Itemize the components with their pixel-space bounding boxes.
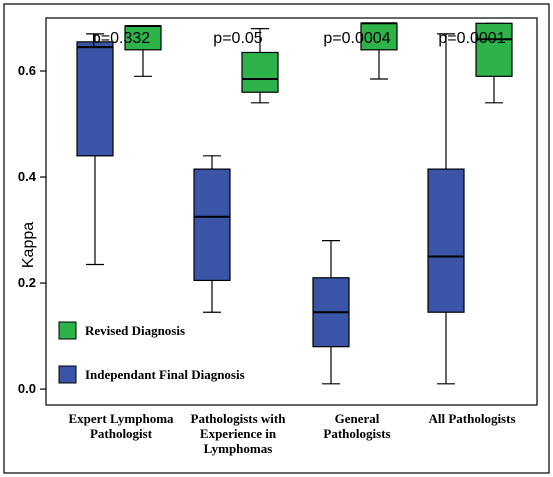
p-value-label: p=0.332	[92, 30, 150, 47]
y-tick-label: 0.4	[18, 169, 37, 184]
legend-label: Revised Diagnosis	[85, 323, 185, 338]
y-tick-label: 0.2	[18, 275, 36, 290]
box-iqr	[76, 41, 114, 157]
legend: Revised Diagnosis Independant Final Diagn…	[58, 321, 245, 384]
box-revised	[475, 22, 513, 104]
box-revised	[124, 24, 162, 77]
box-series	[76, 22, 513, 385]
box-independent	[193, 155, 231, 313]
box-iqr	[193, 168, 231, 282]
x-category-label: All Pathologists	[428, 411, 515, 426]
box-iqr	[475, 22, 513, 77]
x-category-label: Pathologists with	[191, 411, 287, 426]
legend-swatch	[58, 321, 77, 340]
y-axis-label: Kappa	[20, 222, 37, 268]
x-category-label: General	[335, 411, 380, 426]
x-category-label: Pathologist	[90, 426, 153, 441]
y-tick-label: 0.6	[18, 63, 36, 78]
x-category-label: Lymphomas	[204, 441, 273, 456]
box-iqr	[427, 168, 465, 313]
p-value-label: p=0.05	[213, 30, 262, 47]
p-value-labels: p=0.332 p=0.05 p=0.0004 p=0.0001	[92, 30, 506, 47]
box-revised	[241, 28, 279, 104]
legend-swatch	[58, 365, 77, 384]
box-independent	[76, 33, 114, 266]
box-revised	[360, 22, 398, 80]
p-value-label: p=0.0001	[438, 30, 505, 47]
x-category-label: Pathologists	[323, 426, 390, 441]
y-axis-ticks: 0.0 0.2 0.4 0.6	[18, 63, 46, 396]
box-iqr	[360, 22, 398, 51]
y-tick-label: 0.0	[18, 381, 36, 396]
box-independent	[312, 240, 350, 385]
box-iqr	[241, 51, 279, 93]
box-independent	[427, 33, 465, 385]
legend-label: Independant Final Diagnosis	[85, 367, 245, 382]
x-category-label: Experience in	[200, 426, 277, 441]
x-category-label: Expert Lymphoma	[68, 411, 174, 426]
p-value-label: p=0.0004	[323, 30, 390, 47]
